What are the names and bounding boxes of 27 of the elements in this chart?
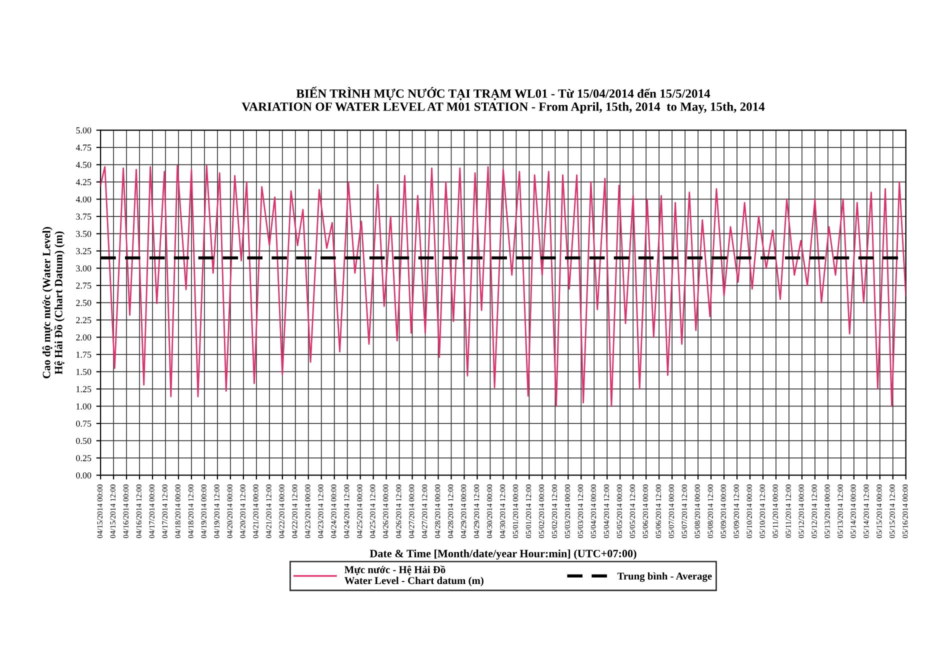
y-tick-label: 3.50 (76, 230, 92, 237)
y-tick-label: 0.75 (76, 420, 92, 427)
y-tick-label: 3.75 (76, 214, 92, 220)
y-tick-label: 2.50 (76, 300, 92, 306)
y-tick-label: 2.25 (76, 317, 92, 324)
x-axis-title: Date & Time [Month/date/year Hour:min] (UTC+07:00) (370, 549, 636, 560)
y-tick-label: 1.25 (76, 386, 92, 392)
y-tick-label: 0.00 (76, 472, 92, 478)
y-tick-label: 0.50 (76, 438, 92, 444)
y-tick-label: 4.50 (76, 162, 92, 168)
y-tick-label: 4.75 (76, 144, 92, 151)
y-tick-label: 5.00 (76, 127, 92, 134)
y-tick-label: 1.50 (76, 368, 92, 375)
legend-label: Mực nước - Hệ Hải Đồ Water Level - Chart datum (m) (344, 566, 484, 586)
y-tick-label: 2.75 (76, 282, 92, 289)
y-tick-label: 2.00 (76, 334, 92, 340)
y-tick-label: 0.25 (76, 455, 92, 462)
legend-label: Trung bình - Average (617, 572, 712, 582)
y-tick-label: 1.75 (76, 352, 92, 358)
y-tick-label: 4.25 (76, 179, 92, 186)
line-series (100, 164, 906, 407)
chart-title: BIẾN TRÌNH MỰC NƯỚC TẠI TRẠM WL01 - Từ 15/04/2014 đến 15/5/2014 VARIATION OF WATER LEVEL AT M01 STATION - From April, 15th, 2014 to May, 15th, 2014 (242, 86, 765, 114)
y-tick-label: 4.00 (76, 196, 92, 202)
y-axis-title: Cao độ mực nước (Water Level) Hệ Hải Đồ (Chart Datum) (m) (42, 227, 65, 378)
y-tick-label: 3.00 (76, 265, 92, 272)
y-tick-label: 3.25 (76, 248, 92, 254)
y-tick-label: 1.00 (76, 403, 92, 410)
